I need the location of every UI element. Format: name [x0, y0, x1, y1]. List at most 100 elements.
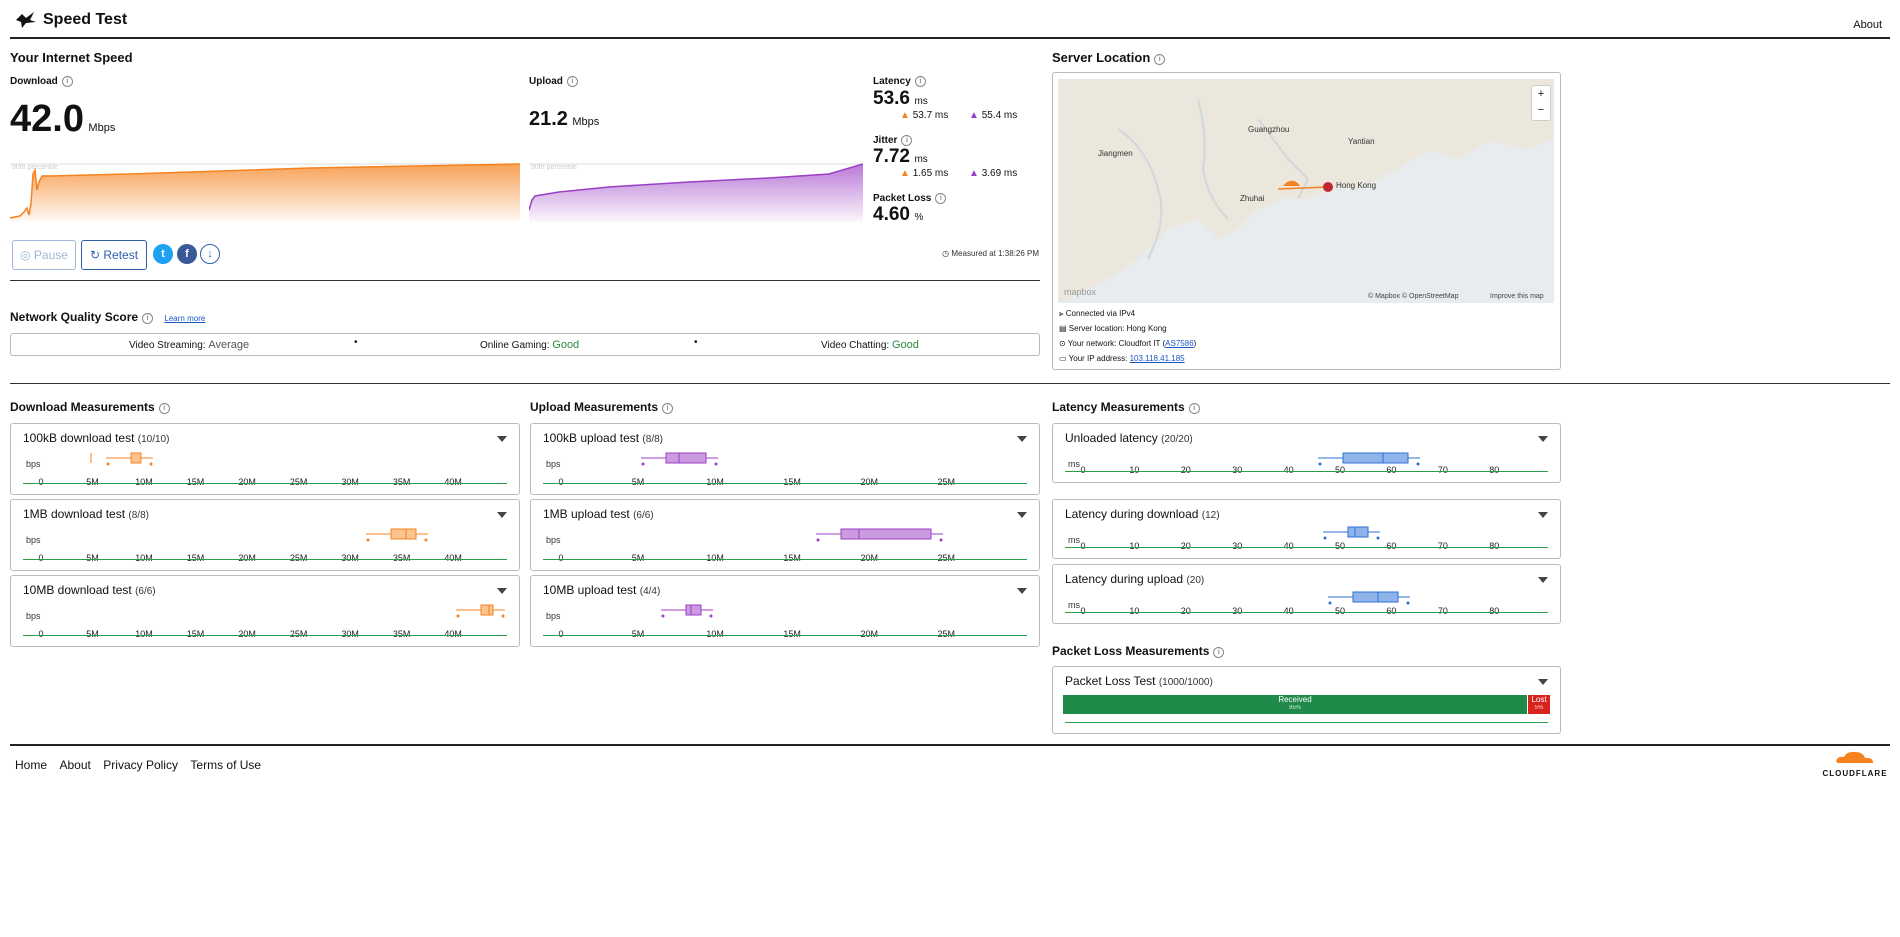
quality-online-gaming: Online Gaming: Good: [480, 339, 580, 351]
footer-home-link[interactable]: Home: [15, 758, 48, 772]
packet-loss-measurements-title: Packet Loss Measurements i: [1052, 644, 1225, 658]
axis-tick-label: 0: [1080, 606, 1086, 616]
info-icon[interactable]: i: [935, 193, 947, 204]
cloud-icon: [1836, 751, 1873, 763]
info-icon[interactable]: i: [662, 403, 674, 414]
info-icon[interactable]: i: [1213, 647, 1225, 658]
measurement-card-title: Latency during download (12): [1065, 507, 1220, 521]
measured-at: ◷ Measured at 1:38:26 PM: [942, 249, 1039, 258]
info-icon[interactable]: i: [914, 76, 926, 87]
zoom-out-button[interactable]: −: [1537, 104, 1545, 116]
info-icon[interactable]: i: [1188, 403, 1200, 414]
about-link[interactable]: About: [1853, 19, 1882, 31]
axis-unit-label: bps: [26, 611, 41, 621]
map-city-label: Zhuhai: [1240, 194, 1265, 203]
measurement-card-title: 100kB download test (10/10): [23, 431, 170, 445]
chevron-down-icon[interactable]: [1538, 512, 1548, 518]
chevron-down-icon[interactable]: [1017, 512, 1027, 518]
axis-tick-label: 25M: [289, 629, 308, 639]
progress-line: [23, 635, 507, 636]
measurement-card[interactable]: 100kB upload test (8/8) bps 0 5M 10M 15M 20M 25…: [530, 423, 1040, 495]
axis-tick-label: 35M: [392, 553, 411, 563]
axis-tick-label: 40: [1283, 606, 1294, 616]
latency-upload: ▲ 55.4 ms: [969, 110, 1018, 121]
measurement-card[interactable]: 1MB upload test (6/6) bps 0 5M 10M 15M 20M 25M: [530, 499, 1040, 571]
measurement-card[interactable]: 100kB download test (10/10) bps 0 5M 10M 15M 2…: [10, 423, 520, 495]
cloudflare-logo: CLOUDFLARE: [1820, 750, 1890, 778]
measurement-card[interactable]: 10MB download test (6/6) bps 0 5M 10M 15M 20M 2…: [10, 575, 520, 647]
axis-tick-label: 10M: [706, 553, 724, 563]
axis-tick-label: 20M: [238, 477, 256, 487]
map-credit[interactable]: © Mapbox © OpenStreetMap: [1368, 292, 1459, 300]
chevron-down-icon[interactable]: [1017, 588, 1027, 594]
axis-tick-label: 80: [1489, 541, 1500, 551]
chevron-down-icon[interactable]: [1017, 436, 1027, 442]
measurement-card[interactable]: Unloaded latency (20/20) ms 0 10 20 30 40 50 60 7…: [1052, 423, 1561, 483]
axis-tick-label: 30M: [341, 553, 359, 563]
download-label: Download i: [10, 76, 73, 87]
latency-download: ▲ 53.7 ms: [900, 110, 949, 121]
chevron-down-icon[interactable]: [1538, 436, 1548, 442]
chevron-down-icon[interactable]: [1538, 679, 1548, 685]
pause-button[interactable]: ◎ Pause: [12, 240, 76, 270]
packet-loss-card[interactable]: Packet Loss Test (1000/1000) Received 95…: [1052, 666, 1561, 734]
info-icon[interactable]: i: [566, 76, 578, 87]
measurement-card[interactable]: 1MB download test (8/8) bps 0 5M 10M 15M 20M 25…: [10, 499, 520, 571]
facebook-share-icon[interactable]: f: [177, 244, 197, 264]
box-plot: [366, 528, 428, 542]
measurement-card[interactable]: Latency during download (12) ms 0 10 20 30 40 5…: [1052, 499, 1561, 559]
footer-divider: [10, 744, 1890, 746]
measurement-card-title: 10MB download test (6/6): [23, 583, 156, 597]
box-plot: [90, 452, 153, 466]
axis-unit-label: bps: [26, 459, 41, 469]
measurement-card-title: 1MB upload test (6/6): [543, 507, 654, 521]
axis-unit-label: ms: [1068, 535, 1080, 545]
server-map[interactable]: Guangzhou Jiangmen Yantian Hong Kong Zhu…: [1058, 79, 1554, 303]
app-logo-icon: [14, 10, 38, 30]
progress-line: [1065, 612, 1548, 613]
axis-tick-label: 10: [1129, 541, 1140, 551]
footer-terms-link[interactable]: Terms of Use: [190, 758, 262, 772]
measurement-card[interactable]: Latency during upload (20) ms 0 10 20 30 40 50 6…: [1052, 564, 1561, 624]
chevron-down-icon[interactable]: [1538, 577, 1548, 583]
ip-link[interactable]: 103.118.41.185: [1129, 354, 1185, 363]
axis-tick-label: 70: [1437, 606, 1448, 616]
your-network: ⊙ Your network: Cloudfort IT (AS7586): [1059, 339, 1197, 348]
axis-tick-label: 20: [1180, 541, 1191, 551]
axis-tick-label: 5M: [631, 477, 645, 487]
axis-tick-label: 0: [38, 477, 44, 487]
download-percentile-label: 90th percentile: [12, 164, 58, 171]
info-icon[interactable]: i: [1154, 54, 1166, 65]
info-icon[interactable]: i: [142, 313, 154, 324]
lost-bar: Lost 5%: [1528, 695, 1550, 714]
axis-tick-label: 30M: [341, 629, 359, 639]
info-icon[interactable]: i: [901, 135, 913, 146]
zoom-in-button[interactable]: +: [1537, 88, 1545, 100]
measurement-card[interactable]: 10MB upload test (4/4) bps 0 5M 10M 15M 20M 25M: [530, 575, 1040, 647]
map-city-label: Hong Kong: [1336, 181, 1376, 190]
map-city-label: Guangzhou: [1248, 125, 1289, 134]
asn-link[interactable]: AS7586: [1165, 339, 1194, 348]
axis-tick-label: 80: [1489, 465, 1500, 475]
chevron-down-icon[interactable]: [497, 436, 507, 442]
upload-speed-graph: [529, 163, 863, 222]
retest-button[interactable]: ↻ Retest: [81, 240, 147, 270]
axis-unit-label: ms: [1068, 459, 1080, 469]
twitter-share-icon[interactable]: t: [153, 244, 173, 264]
app-title: Speed Test: [43, 11, 128, 28]
progress-line: [1065, 471, 1548, 472]
info-icon[interactable]: i: [61, 76, 73, 87]
header-divider: [10, 37, 1890, 39]
ip-icon: ▭: [1059, 354, 1067, 363]
chevron-down-icon[interactable]: [497, 588, 507, 594]
footer-privacy-link[interactable]: Privacy Policy: [103, 758, 178, 772]
improve-map-link[interactable]: Improve this map: [1490, 293, 1544, 300]
axis-tick-label: 20M: [860, 477, 878, 487]
info-icon[interactable]: i: [158, 403, 170, 414]
latency-measurements-title: Latency Measurements i: [1052, 400, 1200, 414]
download-results-icon[interactable]: ↓: [200, 244, 220, 264]
footer-about-link[interactable]: About: [59, 758, 91, 772]
learn-more-link[interactable]: Learn more: [164, 314, 206, 323]
chevron-down-icon[interactable]: [497, 512, 507, 518]
axis-tick-label: 10M: [706, 477, 724, 487]
